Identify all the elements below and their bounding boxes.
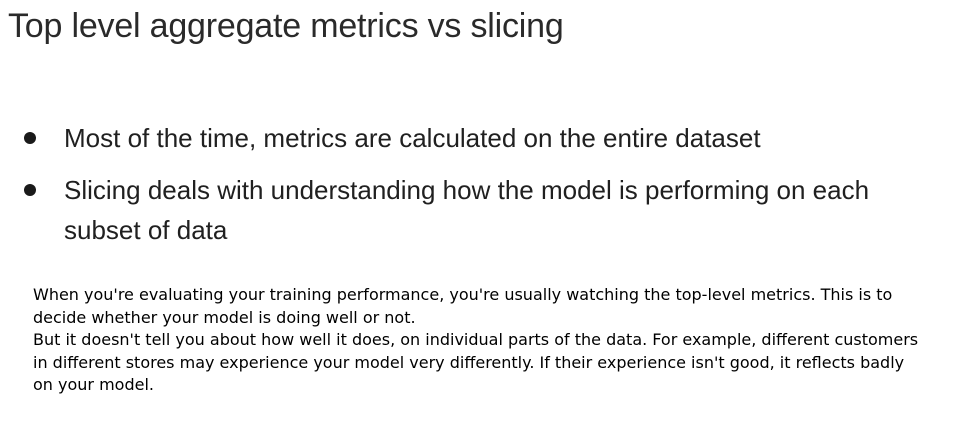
bullet-list: Most of the time, metrics are calculated… bbox=[24, 118, 934, 262]
bullet-item: Slicing deals with understanding how the… bbox=[24, 170, 934, 250]
bullet-dot-icon bbox=[24, 132, 36, 144]
caption-text: When you're evaluating your training per… bbox=[33, 284, 923, 397]
caption-paragraph: When you're evaluating your training per… bbox=[33, 285, 893, 327]
caption-paragraph: But it doesn't tell you about how well i… bbox=[33, 330, 919, 394]
bullet-item: Most of the time, metrics are calculated… bbox=[24, 118, 934, 158]
slide-title: Top level aggregate metrics vs slicing bbox=[8, 7, 564, 45]
bullet-text: Most of the time, metrics are calculated… bbox=[64, 123, 761, 153]
bullet-dot-icon bbox=[24, 184, 36, 196]
bullet-text: Slicing deals with understanding how the… bbox=[64, 175, 870, 245]
